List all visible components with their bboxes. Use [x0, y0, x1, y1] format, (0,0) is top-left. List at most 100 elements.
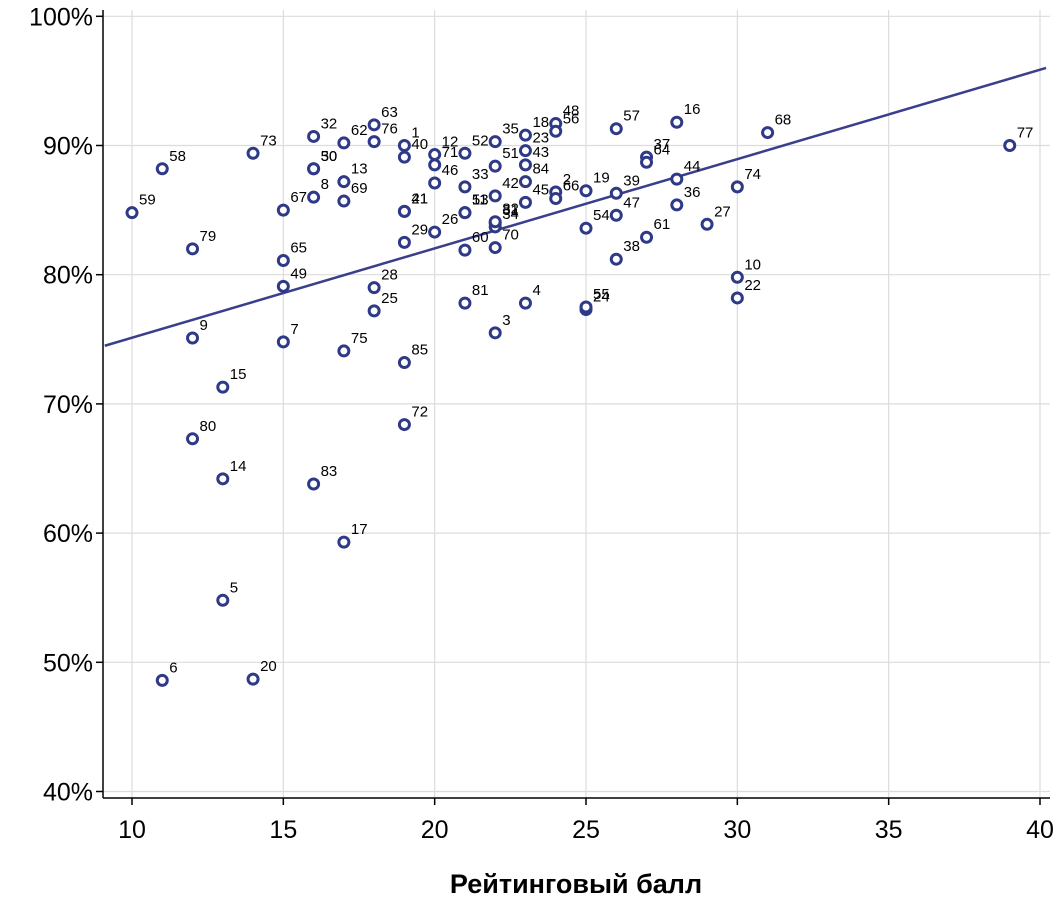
data-point-label: 41 [411, 190, 428, 207]
y-tick-label: 100% [29, 3, 93, 31]
data-point-label: 24 [593, 289, 610, 306]
data-point-label: 69 [351, 180, 368, 197]
data-point [670, 172, 684, 186]
data-point-label: 67 [290, 189, 307, 206]
data-point-label: 74 [744, 166, 761, 183]
data-point-label: 28 [381, 267, 398, 284]
data-point-label: 70 [502, 227, 519, 244]
data-point-label: 13 [351, 161, 368, 178]
data-point-label: 82 [502, 201, 519, 218]
data-point-label: 79 [200, 228, 217, 245]
data-point [458, 296, 472, 310]
data-point [397, 204, 411, 218]
data-point-label: 47 [623, 194, 640, 211]
data-point [397, 139, 411, 152]
x-tick-label: 20 [421, 816, 449, 844]
data-point [609, 122, 623, 136]
data-point-label: 27 [714, 203, 731, 220]
data-point-label: 9 [200, 317, 208, 334]
data-point [307, 190, 321, 204]
data-point-label: 34 [502, 206, 519, 223]
fit-line-layer [104, 66, 1047, 347]
data-point [1003, 139, 1017, 152]
data-point [397, 356, 411, 370]
data-point [155, 162, 169, 176]
data-point-label: 46 [442, 162, 459, 179]
data-point [337, 136, 351, 150]
data-point [246, 672, 260, 686]
data-point-label: 51 [502, 145, 519, 162]
data-point-label: 6 [169, 659, 177, 676]
data-point [367, 281, 381, 295]
data-point-label: 59 [139, 192, 156, 209]
data-point [518, 296, 532, 310]
data-point-label: 43 [532, 144, 549, 161]
data-point-label: 72 [411, 404, 428, 421]
data-point [640, 230, 654, 244]
data-point-label: 49 [290, 265, 307, 282]
data-point [518, 144, 532, 158]
data-point [186, 242, 200, 256]
y-tick-label: 60% [43, 520, 93, 548]
data-point-label: 65 [290, 239, 307, 256]
y-tick-label: 40% [43, 779, 93, 807]
data-point-label: 18 [532, 114, 549, 131]
data-point-label: 42 [502, 175, 519, 192]
data-point [216, 380, 230, 394]
data-point-label: 53 [472, 192, 489, 209]
axes: 40%50%60%70%80%90%100%10 15 20 25 30 35 40 [29, 3, 1054, 844]
x-tick-label: 25 [572, 816, 600, 844]
data-point-label: 38 [623, 238, 640, 255]
data-point [730, 291, 744, 305]
data-point-label: 1 [411, 125, 419, 142]
data-point-label: 60 [472, 229, 489, 246]
fit-line [104, 66, 1047, 347]
data-point [246, 146, 260, 160]
data-point [337, 535, 351, 549]
data-point-label: 66 [563, 177, 580, 194]
data-point-label: 7 [290, 321, 298, 338]
y-tick-label: 80% [43, 262, 93, 290]
data-point-label: 45 [532, 181, 549, 198]
data-point-label: 8 [321, 176, 329, 193]
data-point-label: 68 [775, 112, 792, 129]
data-point-label: 84 [532, 161, 549, 178]
data-point-label: 81 [472, 282, 489, 299]
data-point [276, 203, 290, 217]
x-tick-label: 15 [269, 816, 297, 844]
data-point [670, 198, 684, 212]
data-point-label: 57 [623, 108, 640, 125]
data-point [367, 135, 381, 149]
data-point-label: 64 [654, 141, 671, 158]
data-point [397, 418, 411, 432]
data-point-label: 52 [472, 132, 489, 149]
data-point-label: 58 [169, 148, 186, 165]
data-point [276, 253, 290, 267]
data-point [276, 335, 290, 349]
data-point-label: 55 [593, 286, 610, 303]
data-point [367, 118, 381, 132]
data-point [216, 472, 230, 486]
data-point-label: 19 [593, 170, 610, 187]
data-point-label: 35 [502, 121, 519, 138]
data-point [458, 243, 472, 257]
data-point [518, 175, 532, 189]
point-labels: 1234567891011121314151617181920212223242… [139, 101, 1033, 676]
data-point-label: 26 [442, 211, 459, 228]
data-point-label: 44 [684, 158, 701, 175]
data-point [458, 180, 472, 194]
data-point [518, 195, 532, 209]
data-point [307, 129, 321, 143]
x-tick-label: 40 [1026, 816, 1054, 844]
data-point-label: 83 [321, 463, 338, 480]
data-point-label: 61 [654, 216, 671, 233]
data-point-label: 29 [411, 221, 428, 238]
data-point [307, 162, 321, 176]
x-axis-title: Рейтинговый балл [450, 869, 702, 898]
data-point-label: 80 [200, 418, 217, 435]
data-point [488, 135, 502, 149]
data-point [518, 158, 532, 172]
data-point-label: 54 [593, 207, 610, 224]
data-point-label: 12 [442, 134, 459, 151]
data-point-label: 71 [442, 144, 459, 161]
